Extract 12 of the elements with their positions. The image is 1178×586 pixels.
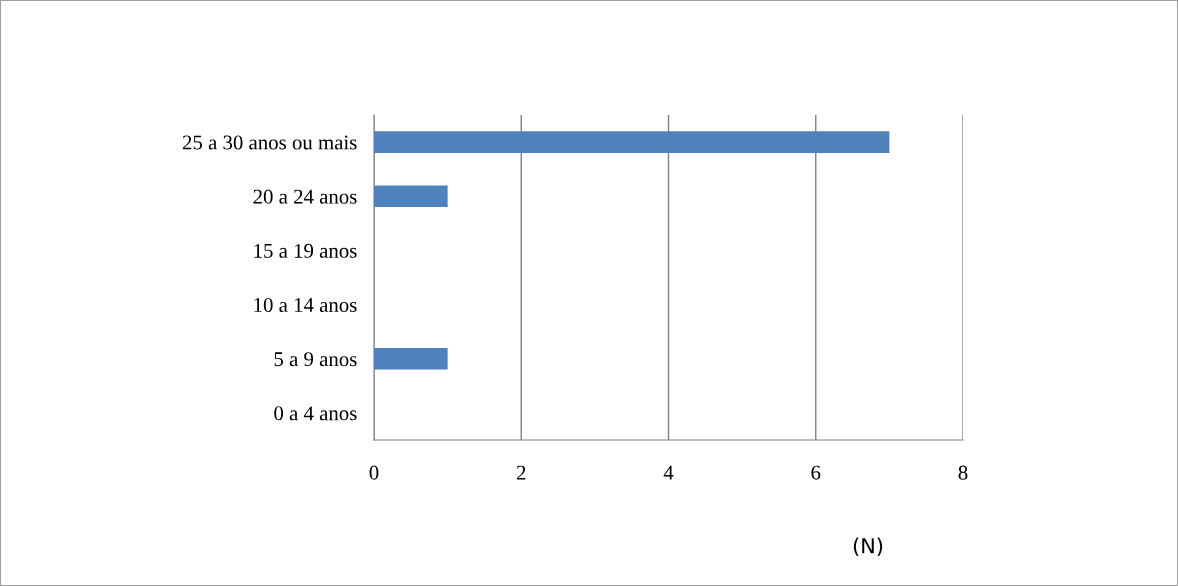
x-tick-label: 2 [516,465,526,480]
x-tick-label: 0 [369,465,379,480]
y-tick-label: 0 a 4 anos [274,406,357,421]
y-tick-label: 10 a 14 anos [254,297,357,313]
y-tick-label: 5 a 9 anos [274,352,357,367]
x-axis-title: (N) [853,537,883,557]
x-tick-label: 8 [958,465,968,480]
x-tick-label: 4 [663,465,674,480]
y-tick-label: 15 a 19 anos [254,243,357,258]
x-tick-label: 6 [811,465,821,480]
y-tick-label: 25 a 30 anos ou mais [182,135,357,150]
y-tick-label: 20 a 24 anos [253,189,357,204]
